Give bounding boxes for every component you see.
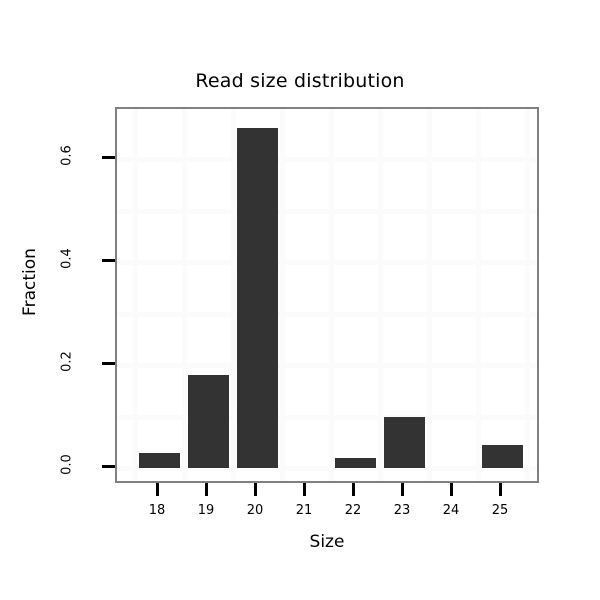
horizontal-gridline <box>117 208 537 214</box>
x-tick-label: 20 <box>246 503 264 518</box>
x-tick-mark <box>352 483 355 496</box>
y-tick-label: 0.6 <box>59 145 75 166</box>
chart-title: Read size distribution <box>195 70 405 92</box>
y-tick-mark <box>102 259 115 262</box>
vertical-gridline <box>524 109 530 481</box>
plot-area <box>117 109 537 481</box>
x-tick-mark <box>401 483 404 496</box>
bar-19 <box>187 375 229 468</box>
horizontal-gridline <box>117 260 537 265</box>
horizontal-gridline <box>117 363 537 368</box>
vertical-gridline <box>132 109 138 481</box>
vertical-gridline <box>328 109 334 481</box>
x-tick-mark <box>254 483 257 496</box>
bar-23 <box>383 416 425 468</box>
bar-22 <box>334 457 376 468</box>
y-tick-label: 0.0 <box>59 454 75 475</box>
x-tick-mark <box>205 483 208 496</box>
horizontal-gridline <box>117 466 537 471</box>
bar-18 <box>138 452 180 468</box>
horizontal-gridline <box>117 157 537 162</box>
vertical-gridline <box>377 109 383 481</box>
y-tick-mark <box>102 465 115 468</box>
bar-25 <box>481 444 523 468</box>
x-tick-label: 22 <box>344 503 362 518</box>
x-tick-label: 24 <box>442 503 460 518</box>
x-tick-label: 21 <box>295 503 313 518</box>
x-tick-label: 18 <box>148 503 166 518</box>
vertical-gridline <box>279 109 285 481</box>
y-tick-label: 0.4 <box>59 248 75 269</box>
x-tick-label: 23 <box>393 503 411 518</box>
vertical-gridline <box>426 109 432 481</box>
x-tick-mark <box>450 483 453 496</box>
bar-20 <box>236 128 278 468</box>
horizontal-gridline <box>117 311 537 317</box>
y-tick-mark <box>102 156 115 159</box>
vertical-gridline <box>181 109 187 481</box>
horizontal-gridline <box>117 414 537 420</box>
plot-panel <box>115 107 539 483</box>
y-tick-label: 0.2 <box>59 351 75 372</box>
x-tick-mark <box>156 483 159 496</box>
x-axis-title: Size <box>309 532 345 552</box>
x-tick-mark <box>303 483 306 496</box>
x-tick-mark <box>499 483 502 496</box>
vertical-gridline <box>475 109 481 481</box>
x-tick-label: 19 <box>197 503 215 518</box>
x-tick-label: 25 <box>491 503 509 518</box>
vertical-gridline <box>230 109 236 481</box>
y-tick-mark <box>102 362 115 365</box>
y-axis-title: Fraction <box>20 248 40 316</box>
